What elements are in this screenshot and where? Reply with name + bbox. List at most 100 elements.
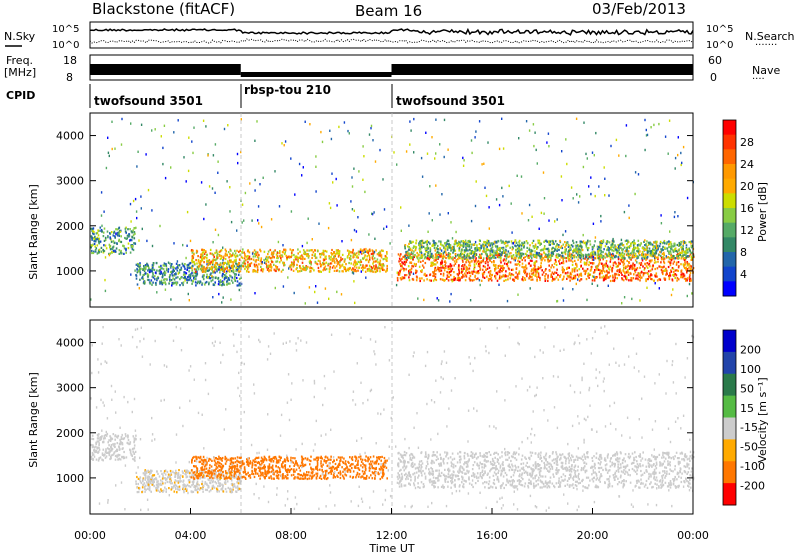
data-point (678, 264, 680, 268)
data-point (457, 266, 460, 269)
data-point (125, 247, 127, 250)
data-point (460, 268, 463, 271)
data-point (219, 250, 222, 253)
data-point (547, 257, 549, 260)
data-point (622, 254, 625, 257)
data-point (534, 270, 537, 273)
data-point (576, 273, 579, 276)
data-point (465, 256, 468, 259)
data-point (271, 253, 274, 256)
data-point (553, 278, 555, 281)
data-point (508, 252, 511, 255)
data-point (677, 261, 680, 264)
data-point (548, 248, 550, 251)
data-point (413, 262, 416, 266)
data-point (615, 265, 618, 268)
data-point (570, 186, 573, 189)
data-point (220, 476, 223, 479)
data-point (114, 438, 116, 441)
data-point (134, 450, 137, 453)
data-point (158, 272, 161, 275)
data-point (435, 254, 437, 257)
data-point (602, 269, 605, 272)
data-point (225, 276, 227, 279)
data-point (203, 251, 205, 254)
data-point (304, 267, 306, 270)
data-point (219, 268, 222, 271)
data-point (114, 454, 117, 458)
data-point (511, 245, 514, 249)
data-point (660, 214, 662, 217)
data-point (155, 262, 158, 265)
data-point (592, 246, 595, 249)
data-point (506, 261, 509, 264)
data-point (302, 265, 304, 268)
data-point (330, 252, 333, 255)
data-point (655, 251, 658, 255)
data-point (523, 270, 525, 273)
data-point (209, 273, 212, 276)
data-point (181, 276, 183, 279)
data-point (329, 262, 332, 265)
data-point (185, 277, 187, 280)
data-point (370, 270, 372, 273)
data-point (214, 259, 217, 262)
data-point (419, 240, 422, 243)
data-point (634, 269, 636, 272)
data-point (281, 255, 284, 258)
data-point (294, 256, 296, 259)
data-point (688, 278, 691, 281)
data-point (680, 243, 682, 246)
data-point (308, 286, 311, 289)
data-point (323, 267, 325, 270)
data-point (133, 447, 136, 450)
data-point (98, 433, 100, 436)
data-point (362, 269, 364, 272)
data-point (616, 249, 618, 252)
data-point (633, 246, 636, 249)
data-point (348, 251, 350, 255)
data-point (230, 259, 232, 262)
data-point (102, 459, 104, 462)
data-point (182, 273, 185, 276)
data-point (593, 250, 595, 253)
data-point (148, 266, 150, 269)
data-point (618, 273, 620, 277)
data-point (660, 251, 662, 254)
data-point (171, 486, 173, 489)
data-point (427, 230, 429, 233)
data-point (524, 269, 527, 272)
data-point (441, 244, 444, 247)
data-point (374, 160, 377, 163)
data-point (612, 274, 614, 277)
data-point (94, 450, 96, 453)
data-point (191, 140, 193, 143)
data-point (608, 252, 610, 255)
data-point (446, 245, 448, 248)
data-point (398, 273, 401, 276)
data-point (559, 275, 561, 278)
data-point (95, 445, 97, 448)
data-point (328, 267, 331, 270)
data-point (96, 236, 98, 239)
data-point (476, 247, 478, 250)
data-point (573, 275, 575, 278)
data-point (160, 264, 162, 267)
data-point (231, 267, 234, 270)
data-point (453, 278, 456, 281)
data-point (293, 262, 295, 265)
data-point (572, 197, 574, 200)
data-point (529, 251, 531, 254)
data-point (496, 273, 499, 276)
data-point (654, 275, 657, 278)
data-point (597, 250, 599, 253)
data-point (686, 277, 689, 280)
data-point (257, 268, 259, 271)
data-point (587, 275, 589, 278)
data-point (176, 472, 178, 475)
data-point (335, 177, 337, 181)
data-point (186, 264, 188, 267)
data-point (533, 254, 536, 257)
data-point (91, 451, 94, 455)
